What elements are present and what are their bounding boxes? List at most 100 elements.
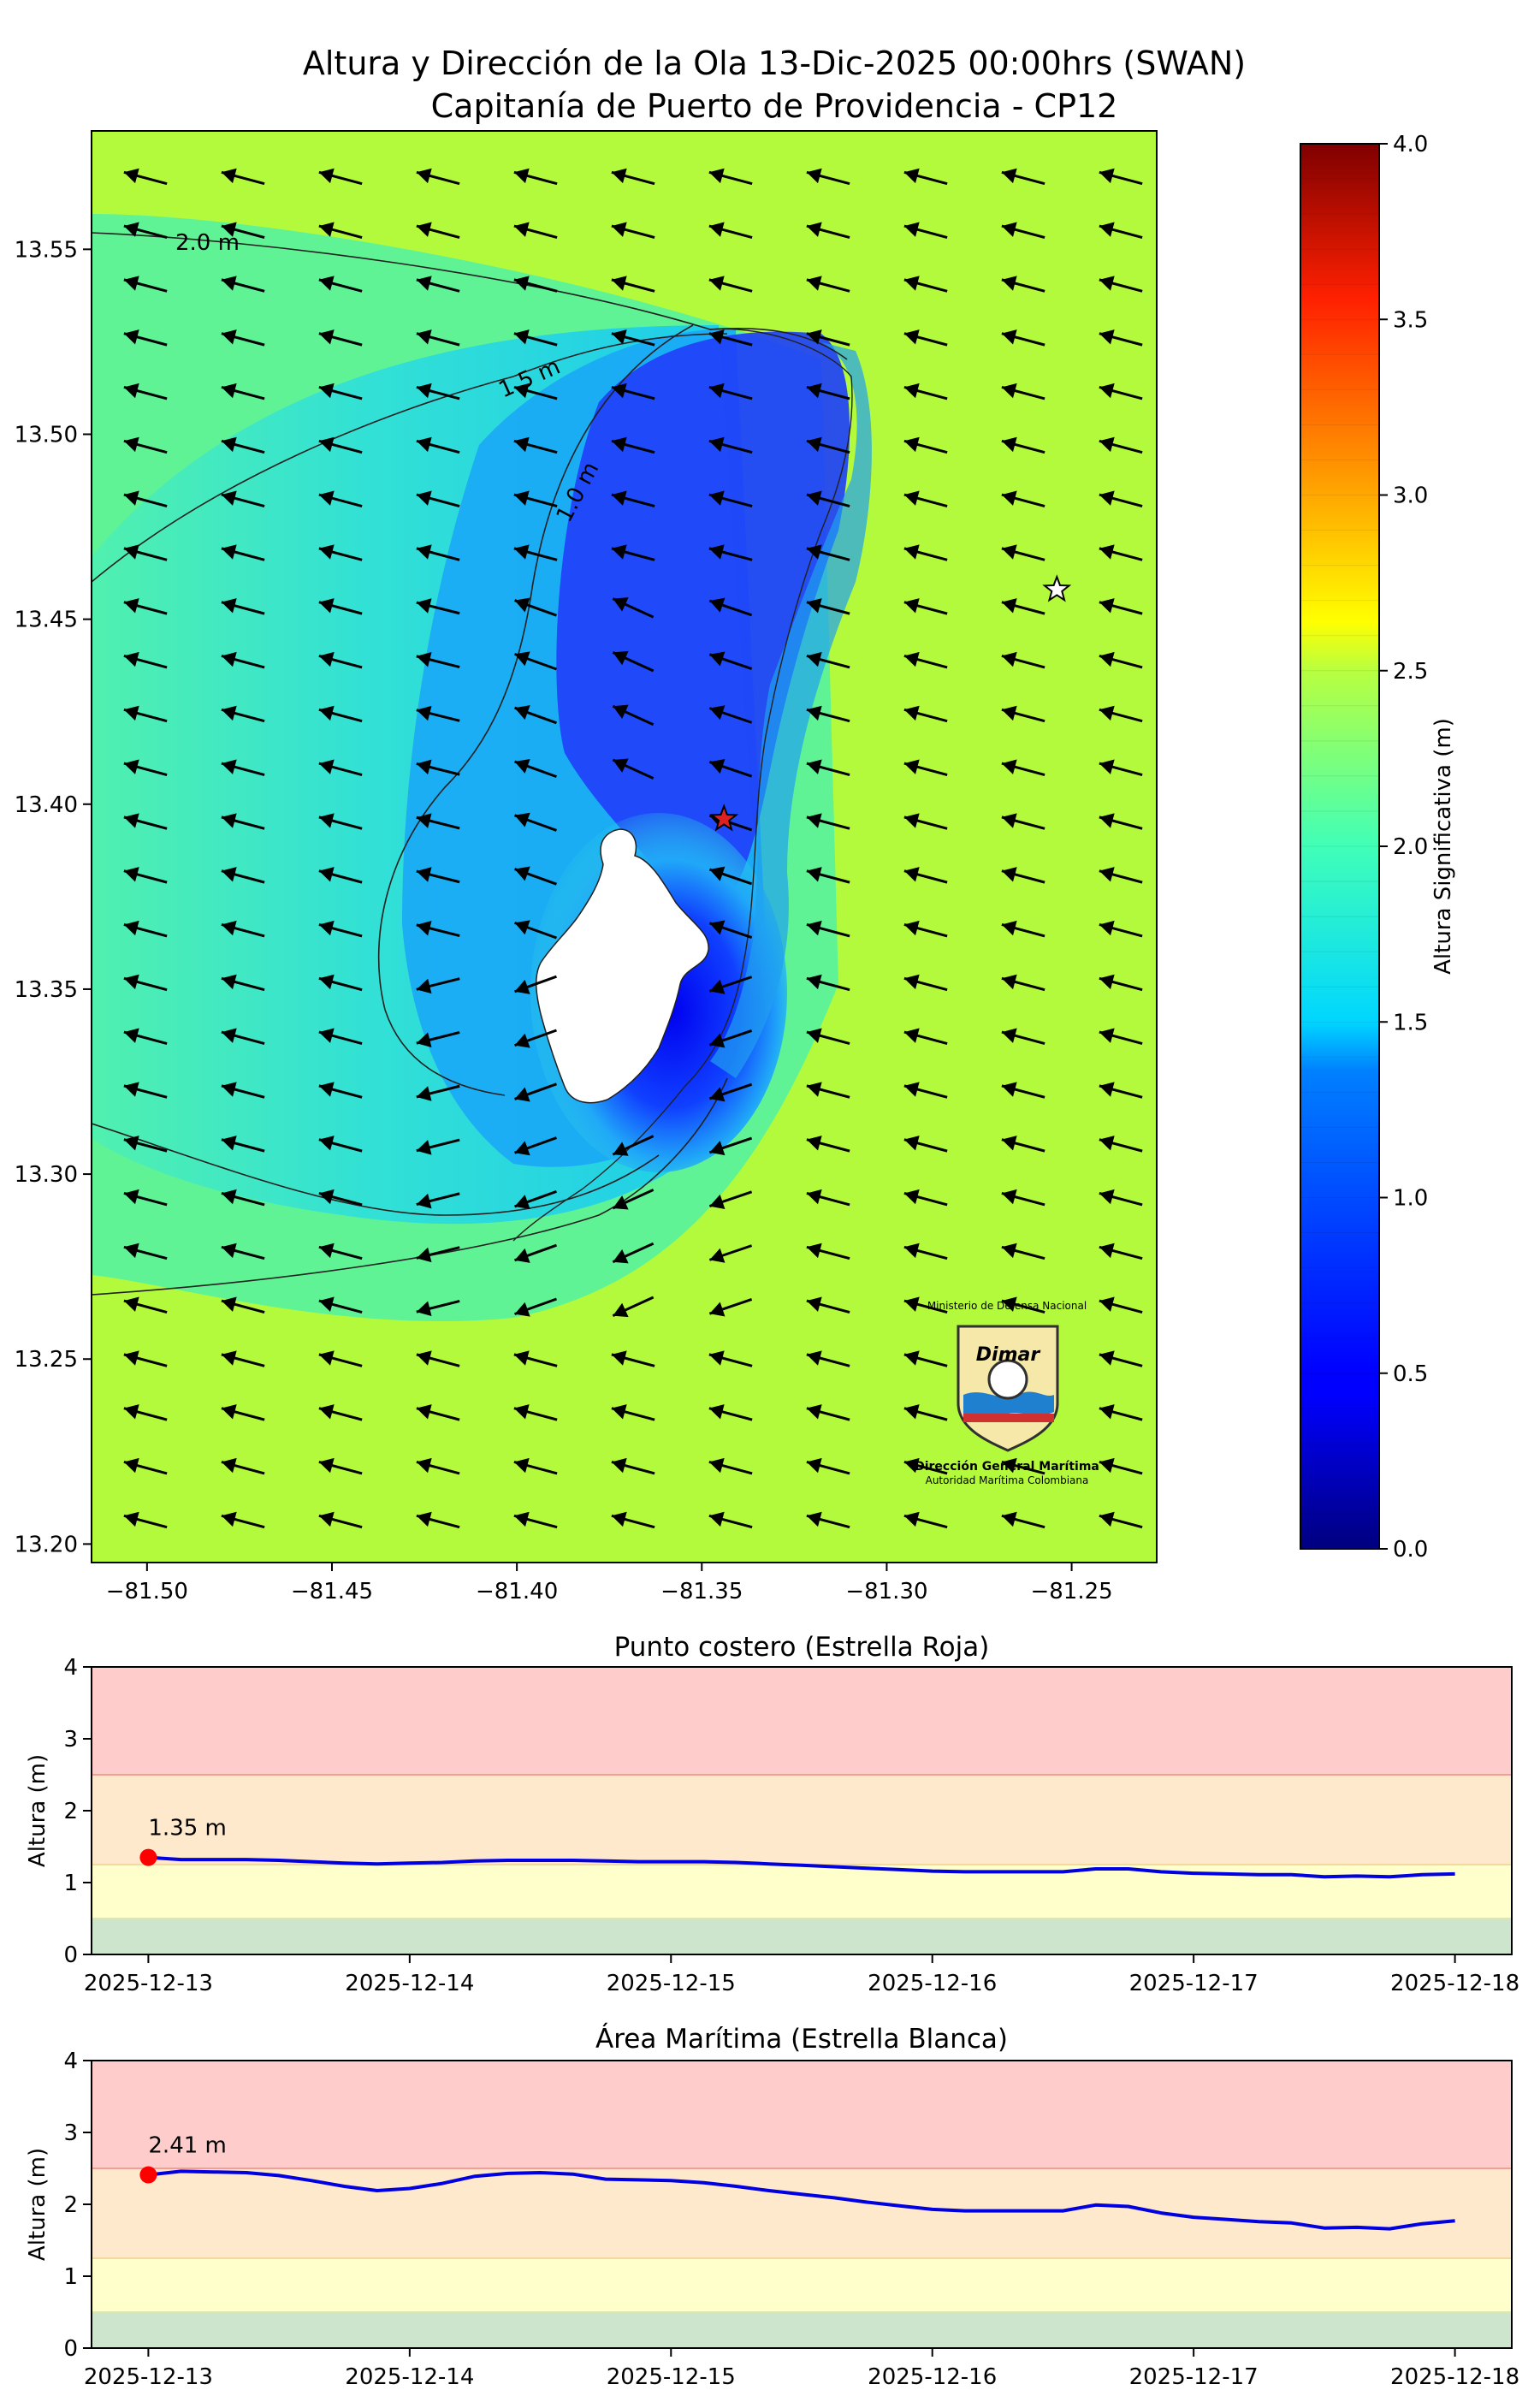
wave-arrow <box>806 705 850 723</box>
wave-arrow <box>1001 974 1045 992</box>
wave-arrow <box>612 1566 654 1581</box>
wave-arrow <box>611 168 655 186</box>
wave-arrow <box>221 920 265 938</box>
wave-arrow <box>903 1028 948 1045</box>
wave-arrow <box>1099 1511 1143 1529</box>
wave-arrow <box>1001 1028 1045 1045</box>
colorbar-ticks: 0.0 0.5 1.0 1.5 2.0 2.5 3.0 3.5 4.0 <box>1379 132 1428 1563</box>
x-tick-label: 2025-12-13 <box>84 2364 213 2390</box>
wave-arrow <box>123 1189 168 1207</box>
wave-arrow <box>708 1298 753 1317</box>
wave-arrow <box>123 867 168 884</box>
colorbar-tick-label: 2.0 <box>1393 834 1428 860</box>
wave-arrow <box>1099 759 1143 776</box>
colorbar-tick-label: 0.0 <box>1393 1537 1428 1563</box>
wave-arrow <box>221 1350 265 1367</box>
wave-arrow <box>1099 1404 1143 1421</box>
wave-arrow <box>1099 813 1143 830</box>
contour-label-2m: 2.0 m <box>175 230 240 256</box>
wave-arrow <box>1099 436 1143 454</box>
map-x-tick-label: −81.35 <box>660 1579 743 1604</box>
wave-arrow <box>318 1350 363 1367</box>
map-markers <box>709 574 1072 832</box>
wave-arrow <box>416 1350 460 1367</box>
wave-arrow <box>806 1404 850 1421</box>
map-y-tick-label: 13.30 <box>15 1162 78 1188</box>
wave-arrow <box>514 1189 557 1210</box>
y-tick-label: 0 <box>63 1942 78 1968</box>
wave-arrow <box>1001 329 1045 347</box>
wave-arrow <box>416 1084 460 1101</box>
wave-arrow <box>221 1082 265 1099</box>
wave-arrow <box>1001 651 1045 669</box>
wave-arrow <box>123 1296 168 1314</box>
wave-arrow <box>708 920 753 939</box>
wave-arrow <box>416 1457 460 1475</box>
wave-arrow <box>1001 490 1045 507</box>
wave-arrow <box>806 1242 850 1260</box>
wave-arrow <box>708 1350 753 1367</box>
map-axis-ticks: −81.50 −81.45 −81.40 −81.35 −81.30 −81.25 13.2… <box>15 237 1113 1604</box>
wave-arrow <box>708 1136 753 1156</box>
wave-height-map: 2.0 m 1.5 m 1.0 m Ministerio de Defensa … <box>15 130 1158 1604</box>
wave-arrow <box>514 1243 557 1263</box>
wave-arrow <box>416 436 460 454</box>
wave-arrow <box>513 1350 558 1367</box>
y-tick-label: 2 <box>63 1799 78 1824</box>
wave-arrow <box>123 1082 168 1099</box>
wave-arrow <box>708 222 753 239</box>
wave-arrow <box>806 329 850 347</box>
series-line <box>148 1855 1455 1879</box>
wave-arrow <box>416 383 460 400</box>
current-value-point <box>139 1848 157 1866</box>
threshold-band <box>92 1667 1512 1775</box>
wave-arrow <box>1099 1082 1143 1099</box>
wave-arrow <box>1001 436 1045 454</box>
wave-arrow <box>1099 544 1143 561</box>
wave-arrow <box>1099 329 1143 347</box>
wave-arrow <box>708 276 753 293</box>
wave-arrow <box>123 1350 168 1367</box>
ts1-title: Punto costero (Estrella Roja) <box>614 1632 990 1663</box>
wave-arrow <box>903 598 948 615</box>
wave-arrow <box>123 276 168 293</box>
wave-arrow <box>221 705 265 723</box>
wave-arrow <box>806 1350 850 1367</box>
dimar-logo: Ministerio de Defensa Nacional Dimar Dir… <box>915 1300 1099 1486</box>
wave-arrow <box>514 651 557 671</box>
wave-arrow <box>1001 705 1045 723</box>
wave-arrow <box>708 1404 753 1421</box>
y-tick-label: 4 <box>63 2049 78 2074</box>
wave-arrow <box>708 1082 753 1102</box>
wave-arrow <box>514 866 557 886</box>
wave-arrow <box>806 276 850 293</box>
contour-2m-south <box>92 1077 728 1296</box>
wave-arrow <box>416 490 460 507</box>
x-tick-label: 2025-12-16 <box>868 2364 997 2390</box>
wave-arrow <box>221 1296 265 1314</box>
wave-arrow <box>221 598 265 615</box>
wave-arrow <box>221 1404 265 1421</box>
wave-arrow <box>806 1028 850 1045</box>
ts2-title: Área Marítima (Estrella Blanca) <box>595 2024 1008 2055</box>
wave-arrow <box>221 329 265 347</box>
contour-2m <box>92 232 848 360</box>
wave-arrow <box>123 1511 168 1529</box>
wave-arrow <box>1001 1296 1045 1314</box>
wave-arrow <box>708 168 753 186</box>
wave-arrow <box>221 168 265 186</box>
wave-arrow <box>416 921 460 937</box>
wave-arrow <box>1099 1136 1143 1153</box>
threshold-band <box>92 2061 1512 2168</box>
wave-arrow <box>221 1511 265 1529</box>
wave-arrow <box>806 1136 850 1153</box>
map-y-tick-label: 13.25 <box>15 1347 78 1373</box>
wave-arrow <box>903 1511 948 1529</box>
map-shadow-north <box>556 331 850 924</box>
wave-arrow <box>1001 1189 1045 1207</box>
current-value-label: 2.41 m <box>148 2133 226 2159</box>
wave-arrow <box>513 329 558 347</box>
wave-arrow <box>1099 383 1143 400</box>
wave-arrow <box>514 1029 557 1048</box>
